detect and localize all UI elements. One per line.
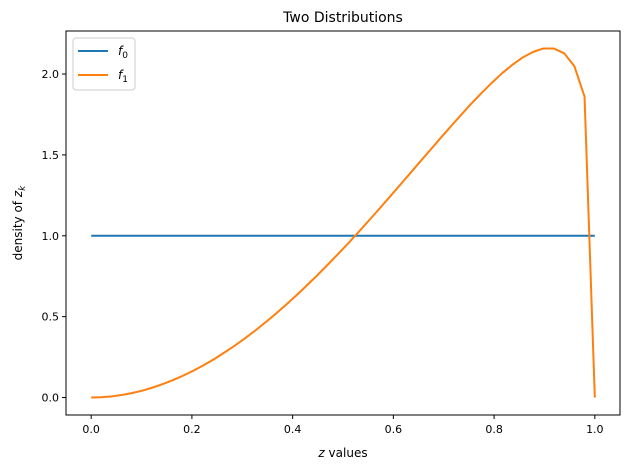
x-tick-label: 0.6	[385, 423, 403, 436]
x-tick-label: 0.4	[284, 423, 302, 436]
x-tick-label: 0.2	[183, 423, 201, 436]
axes-frame	[65, 30, 621, 416]
x-tick-label: 1.0	[586, 423, 604, 436]
series-line-f1	[91, 47, 596, 399]
x-tick-label: 0.8	[485, 423, 503, 436]
y-tick-label: 1.5	[42, 149, 60, 162]
y-tick-label: 1.0	[42, 230, 60, 243]
y-axis-label: density of zk	[11, 185, 28, 261]
legend-label-f1: f1	[118, 68, 128, 85]
y-tick-label: 0.0	[42, 392, 60, 405]
y-tick-label: 0.5	[42, 311, 60, 324]
legend-label-f0: f0	[118, 44, 128, 61]
x-tick-label: 0.0	[82, 423, 100, 436]
legend: f0 f1	[72, 37, 136, 91]
y-tick-label: 2.0	[42, 68, 60, 81]
chart-title: Two Distributions	[282, 10, 403, 26]
x-axis-label: z values	[317, 446, 367, 460]
